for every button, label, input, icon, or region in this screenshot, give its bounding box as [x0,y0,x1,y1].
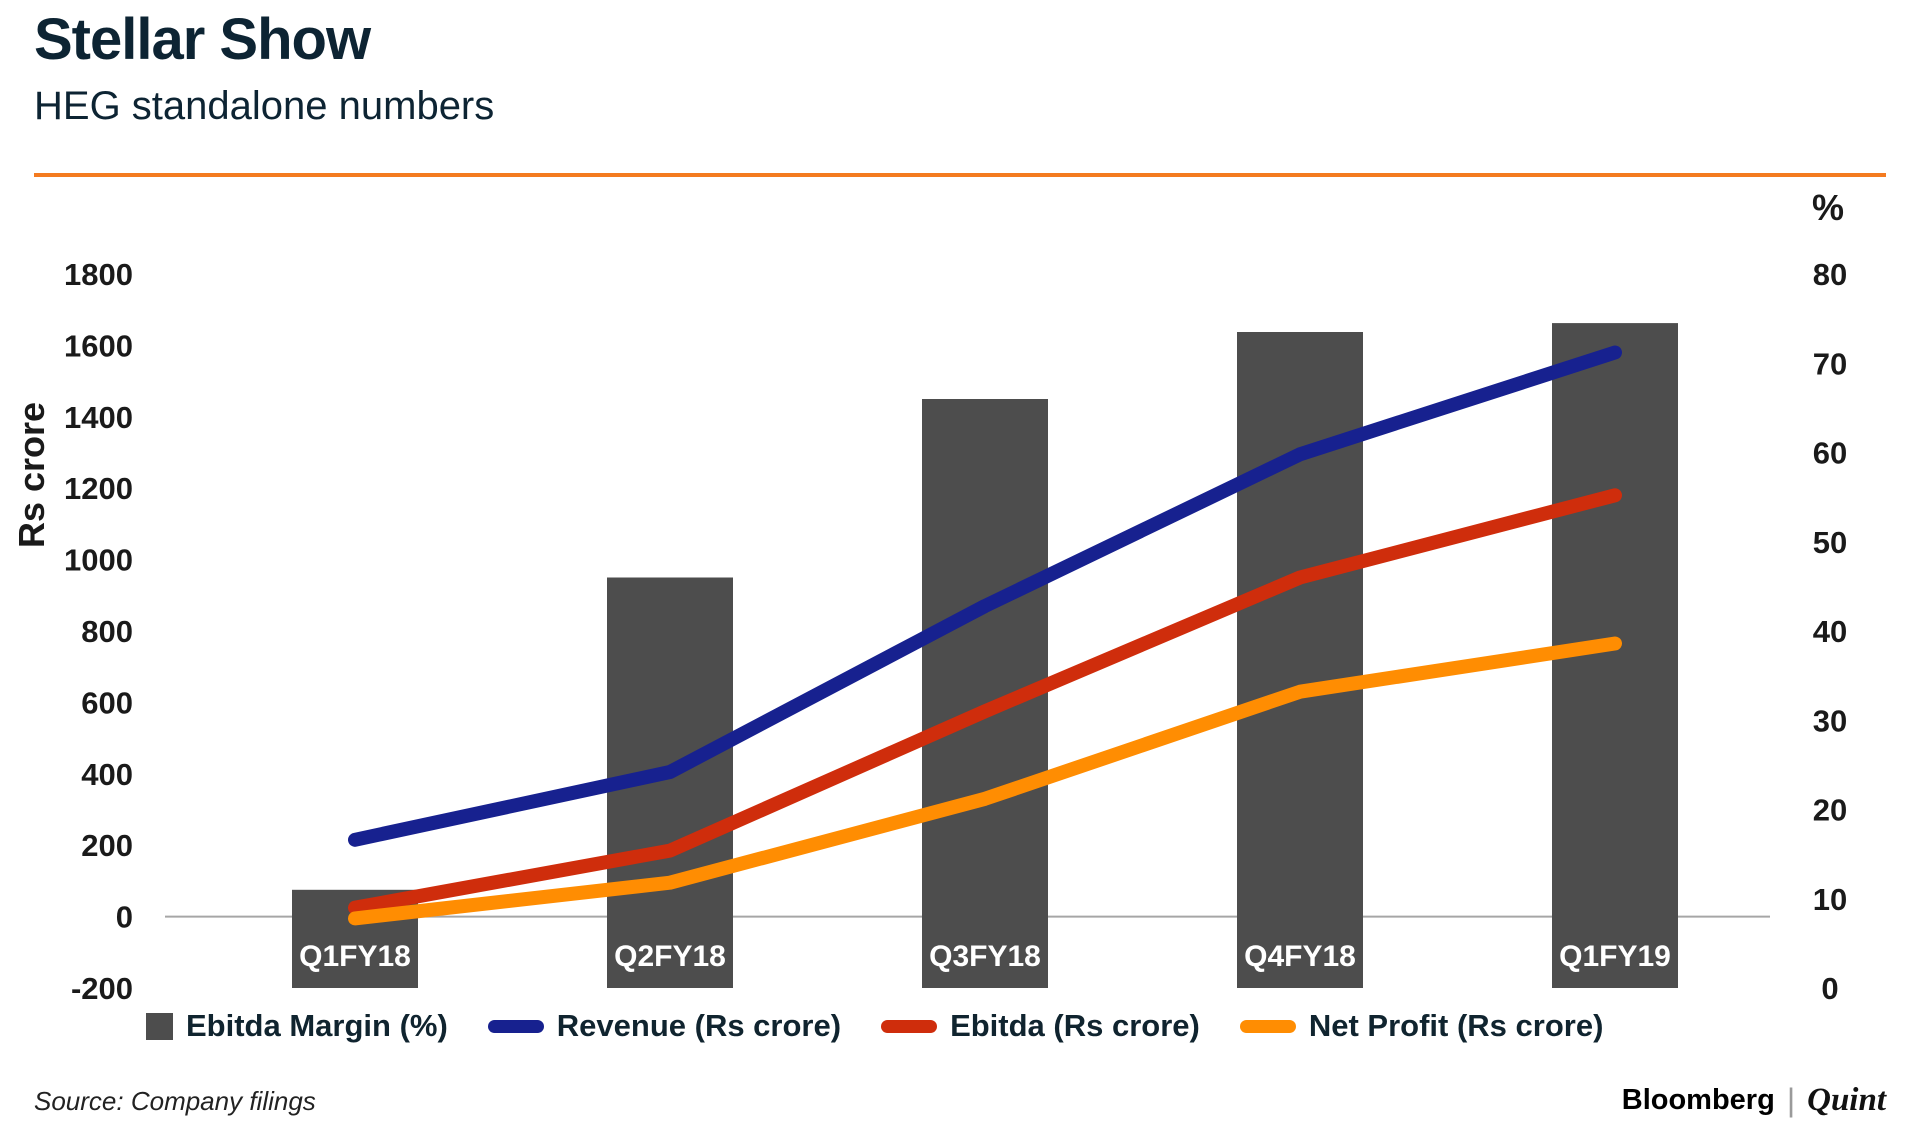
right-tick-30: 30 [1813,703,1847,738]
bloomberg-logo: Bloomberg [1621,1084,1775,1116]
right-tick-80: 80 [1813,257,1847,292]
revenue-line [348,345,1622,847]
right-tick-70: 70 [1813,346,1847,381]
right-tick-60: 60 [1813,436,1847,471]
ebitda-line-marker-icon [881,1019,938,1033]
right-tick-20: 20 [1813,793,1847,828]
brand-divider: | [1786,1082,1796,1118]
quint-logo: Quint [1807,1082,1886,1118]
left-tick--200: -200 [71,971,133,1006]
left-tick-1400: 1400 [64,400,133,435]
right-axis-title: % [1812,187,1844,228]
chart-legend: Ebitda Margin (%) Revenue (Rs crore) Ebi… [146,1008,1603,1044]
net-line [348,636,1622,926]
left-axis-title: Rs crore [11,402,52,548]
ebitda-line [348,488,1622,915]
page-subtitle: HEG standalone numbers [34,84,495,128]
x-tick-q2fy18: Q2FY18 [614,940,726,973]
page-title: Stellar Show [34,7,371,72]
left-tick-0: 0 [116,900,133,935]
ebitda-margin-swatch-icon [146,1012,173,1040]
left-tick-800: 800 [81,614,133,649]
left-tick-1600: 1600 [64,328,133,363]
legend-label-ebitda-margin: Ebitda Margin (%) [186,1008,448,1043]
right-tick-40: 40 [1813,614,1847,649]
left-tick-200: 200 [81,828,133,863]
x-tick-q1fy19: Q1FY19 [1559,940,1671,973]
legend-item-revenue: Revenue (Rs crore) [487,1008,842,1044]
legend-item-net-profit: Net Profit (Rs crore) [1239,1008,1604,1044]
left-tick-1000: 1000 [64,543,133,578]
x-tick-q1fy18: Q1FY18 [299,940,411,973]
legend-label-ebitda: Ebitda (Rs crore) [950,1008,1200,1043]
right-tick-50: 50 [1813,525,1847,560]
brand-logo: Bloomberg | Quint [1622,1082,1886,1119]
x-tick-q4fy18: Q4FY18 [1244,940,1356,973]
x-tick-q3fy18: Q3FY18 [929,940,1041,973]
margin-bar-q4fy18 [1237,332,1363,988]
right-tick-10: 10 [1813,882,1847,917]
right-tick-0: 0 [1821,971,1838,1006]
source-note: Source: Company filings [34,1086,316,1116]
accent-rule [34,173,1886,177]
legend-item-ebitda-margin: Ebitda Margin (%) [146,1008,448,1044]
legend-label-net-profit: Net Profit (Rs crore) [1308,1008,1604,1043]
left-tick-400: 400 [81,757,133,792]
left-tick-1800: 1800 [64,257,133,292]
legend-item-ebitda: Ebitda (Rs crore) [881,1008,1200,1044]
net-profit-line-marker-icon [1239,1019,1296,1033]
legend-label-revenue: Revenue (Rs crore) [556,1008,842,1043]
revenue-line-marker-icon [487,1019,544,1033]
left-tick-600: 600 [81,685,133,720]
left-tick-1200: 1200 [64,471,133,506]
